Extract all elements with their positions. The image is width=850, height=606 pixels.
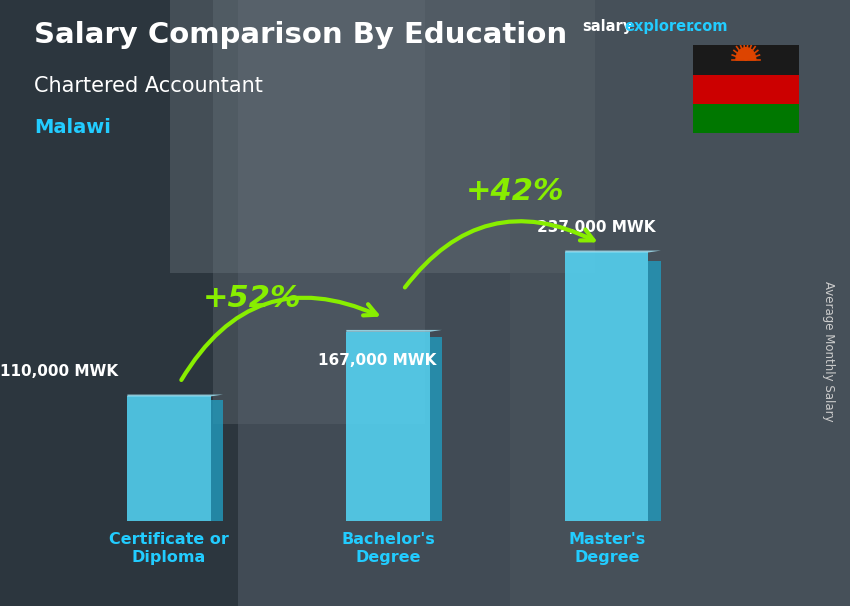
Bar bbox=[0, 0, 238, 606]
Text: 237,000 MWK: 237,000 MWK bbox=[536, 220, 655, 235]
Text: Average Monthly Salary: Average Monthly Salary bbox=[822, 281, 836, 422]
Bar bbox=[170, 0, 595, 273]
Text: +52%: +52% bbox=[203, 284, 302, 313]
Bar bbox=[693, 45, 799, 75]
Polygon shape bbox=[128, 395, 223, 396]
Polygon shape bbox=[346, 330, 442, 332]
Text: .com: .com bbox=[688, 19, 728, 35]
Bar bbox=[510, 0, 850, 606]
Text: explorer: explorer bbox=[625, 19, 694, 35]
Text: Chartered Accountant: Chartered Accountant bbox=[34, 76, 263, 96]
Bar bbox=[211, 400, 223, 521]
Bar bbox=[649, 261, 661, 521]
Text: Malawi: Malawi bbox=[34, 118, 110, 137]
Polygon shape bbox=[565, 250, 661, 253]
Bar bbox=[693, 75, 799, 104]
Text: Salary Comparison By Education: Salary Comparison By Education bbox=[34, 21, 567, 49]
Text: +42%: +42% bbox=[466, 177, 564, 205]
Bar bbox=[693, 104, 799, 133]
Text: 110,000 MWK: 110,000 MWK bbox=[1, 364, 119, 379]
Bar bbox=[212, 0, 425, 424]
Bar bbox=[429, 338, 442, 521]
Text: 167,000 MWK: 167,000 MWK bbox=[318, 353, 436, 368]
Bar bbox=[128, 396, 211, 521]
Text: salary: salary bbox=[582, 19, 632, 35]
Polygon shape bbox=[736, 48, 756, 60]
Bar bbox=[565, 253, 649, 521]
Bar bbox=[346, 332, 429, 521]
